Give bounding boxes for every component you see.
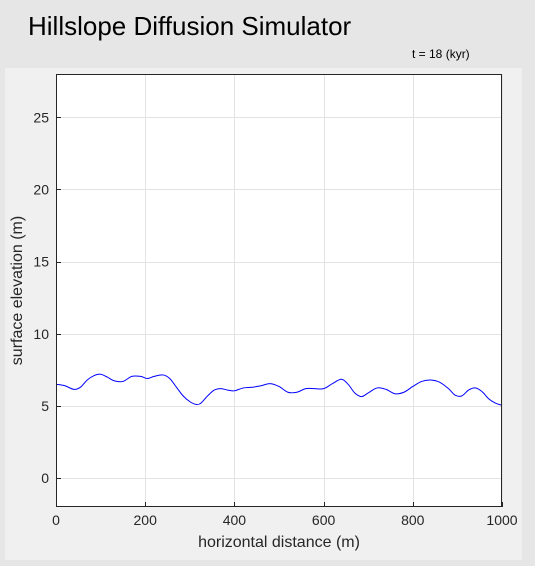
y-tick-label: 5 — [41, 398, 49, 414]
grid-lines — [56, 74, 503, 507]
x-axis-label: horizontal distance (m) — [198, 534, 360, 551]
x-tick-label: 1000 — [486, 512, 517, 528]
x-tick-label: 800 — [401, 512, 425, 528]
x-tick-label: 0 — [52, 512, 60, 528]
y-axis-label: surface elevation (m) — [9, 216, 26, 365]
x-tick-label: 600 — [312, 512, 336, 528]
y-tick-label: 0 — [41, 470, 49, 486]
x-tick-label: 200 — [134, 512, 158, 528]
y-tick-label: 10 — [33, 326, 49, 342]
y-tick-label: 25 — [33, 109, 49, 125]
app-title: Hillslope Diffusion Simulator — [28, 11, 352, 41]
y-tick-label: 20 — [33, 181, 49, 197]
elevation-chart: 0 200 400 600 800 1000 0 5 10 15 20 25 horizontal d… — [9, 74, 518, 551]
y-tick-label: 15 — [33, 254, 49, 270]
x-tick-label: 400 — [223, 512, 247, 528]
axes-frame — [56, 74, 502, 507]
plot-panel: 0 200 400 600 800 1000 0 5 10 15 20 25 horizontal d… — [5, 68, 522, 560]
elevation-profile-line — [55, 373, 503, 406]
time-readout: t = 18 (kyr) — [412, 47, 470, 61]
axes-background — [56, 74, 502, 507]
